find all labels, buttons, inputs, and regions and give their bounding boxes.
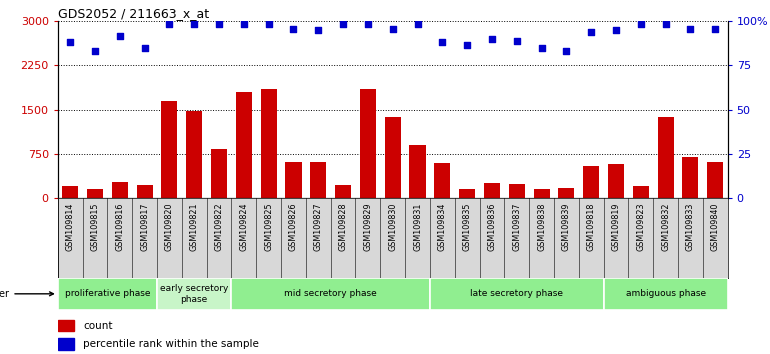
Bar <box>583 166 599 198</box>
Bar <box>286 162 302 198</box>
Bar <box>534 189 550 198</box>
Point <box>312 27 324 33</box>
Bar <box>232 278 430 310</box>
Text: other: other <box>0 289 53 299</box>
Point <box>561 48 573 53</box>
Bar <box>162 101 177 198</box>
Bar <box>430 278 604 310</box>
Text: GDS2052 / 211663_x_at: GDS2052 / 211663_x_at <box>58 7 209 20</box>
Text: GSM109829: GSM109829 <box>363 202 373 251</box>
Point <box>461 42 474 48</box>
Point <box>685 26 697 32</box>
Point <box>114 33 126 39</box>
Bar <box>236 92 252 198</box>
Text: GSM109839: GSM109839 <box>562 202 571 251</box>
Text: percentile rank within the sample: percentile rank within the sample <box>83 339 259 349</box>
Text: GSM109831: GSM109831 <box>413 202 422 251</box>
Text: ambiguous phase: ambiguous phase <box>625 289 705 298</box>
Bar <box>633 187 649 198</box>
Text: GSM109832: GSM109832 <box>661 202 670 251</box>
Bar <box>608 164 624 198</box>
Text: GSM109820: GSM109820 <box>165 202 174 251</box>
Point <box>263 21 275 27</box>
Bar <box>434 164 450 198</box>
Text: count: count <box>83 321 112 331</box>
Bar <box>509 184 525 198</box>
Point <box>659 21 671 27</box>
Text: GSM109838: GSM109838 <box>537 202 546 251</box>
Bar <box>707 162 723 198</box>
Point <box>585 29 598 35</box>
Text: GSM109825: GSM109825 <box>264 202 273 251</box>
Bar <box>682 157 698 198</box>
Point <box>64 39 76 45</box>
Bar <box>310 162 326 198</box>
Bar <box>136 185 152 198</box>
Point <box>486 36 498 42</box>
Text: GSM109840: GSM109840 <box>711 202 720 251</box>
Bar <box>658 117 674 198</box>
Point <box>709 26 721 32</box>
Text: GSM109821: GSM109821 <box>189 202 199 251</box>
Point <box>610 27 622 33</box>
Text: GSM109824: GSM109824 <box>239 202 249 251</box>
Text: GSM109816: GSM109816 <box>116 202 124 251</box>
Bar <box>58 338 75 350</box>
Bar <box>604 278 728 310</box>
Point <box>163 21 176 27</box>
Bar <box>410 145 426 198</box>
Bar <box>211 149 227 198</box>
Text: mid secretory phase: mid secretory phase <box>284 289 377 298</box>
Text: GSM109815: GSM109815 <box>90 202 99 251</box>
Bar <box>459 189 475 198</box>
Text: GSM109814: GSM109814 <box>65 202 75 251</box>
Point <box>511 38 523 44</box>
Text: GSM109835: GSM109835 <box>463 202 472 251</box>
Point <box>411 21 424 27</box>
Point <box>634 21 647 27</box>
Bar <box>260 89 276 198</box>
Text: GSM109818: GSM109818 <box>587 202 596 251</box>
Point <box>89 48 101 53</box>
Bar <box>58 320 75 331</box>
Bar <box>385 117 400 198</box>
Bar <box>335 185 351 198</box>
Text: GSM109833: GSM109833 <box>686 202 695 251</box>
Point <box>238 21 250 27</box>
Bar <box>484 183 500 198</box>
Text: early secretory
phase: early secretory phase <box>160 284 229 303</box>
Point <box>436 40 448 45</box>
Bar <box>558 188 574 198</box>
Text: GSM109819: GSM109819 <box>611 202 621 251</box>
Point <box>337 22 350 27</box>
Bar <box>112 182 128 198</box>
Bar <box>186 111 203 198</box>
Text: GSM109827: GSM109827 <box>313 202 323 251</box>
Text: GSM109823: GSM109823 <box>636 202 645 251</box>
Text: GSM109837: GSM109837 <box>512 202 521 251</box>
Bar <box>360 89 376 198</box>
Text: GSM109826: GSM109826 <box>289 202 298 251</box>
Point <box>213 21 225 27</box>
Bar <box>62 187 79 198</box>
Point <box>362 21 374 27</box>
Text: GSM109817: GSM109817 <box>140 202 149 251</box>
Text: GSM109822: GSM109822 <box>215 202 223 251</box>
Bar <box>87 189 103 198</box>
Point <box>535 45 547 51</box>
Point <box>188 21 200 27</box>
Text: proliferative phase: proliferative phase <box>65 289 150 298</box>
Text: late secretory phase: late secretory phase <box>470 289 564 298</box>
Point <box>287 26 300 32</box>
Bar <box>58 278 157 310</box>
Bar <box>157 278 232 310</box>
Text: GSM109836: GSM109836 <box>487 202 497 251</box>
Text: GSM109830: GSM109830 <box>388 202 397 251</box>
Text: GSM109828: GSM109828 <box>339 202 347 251</box>
Point <box>387 26 399 32</box>
Text: GSM109834: GSM109834 <box>438 202 447 251</box>
Point <box>139 45 151 51</box>
